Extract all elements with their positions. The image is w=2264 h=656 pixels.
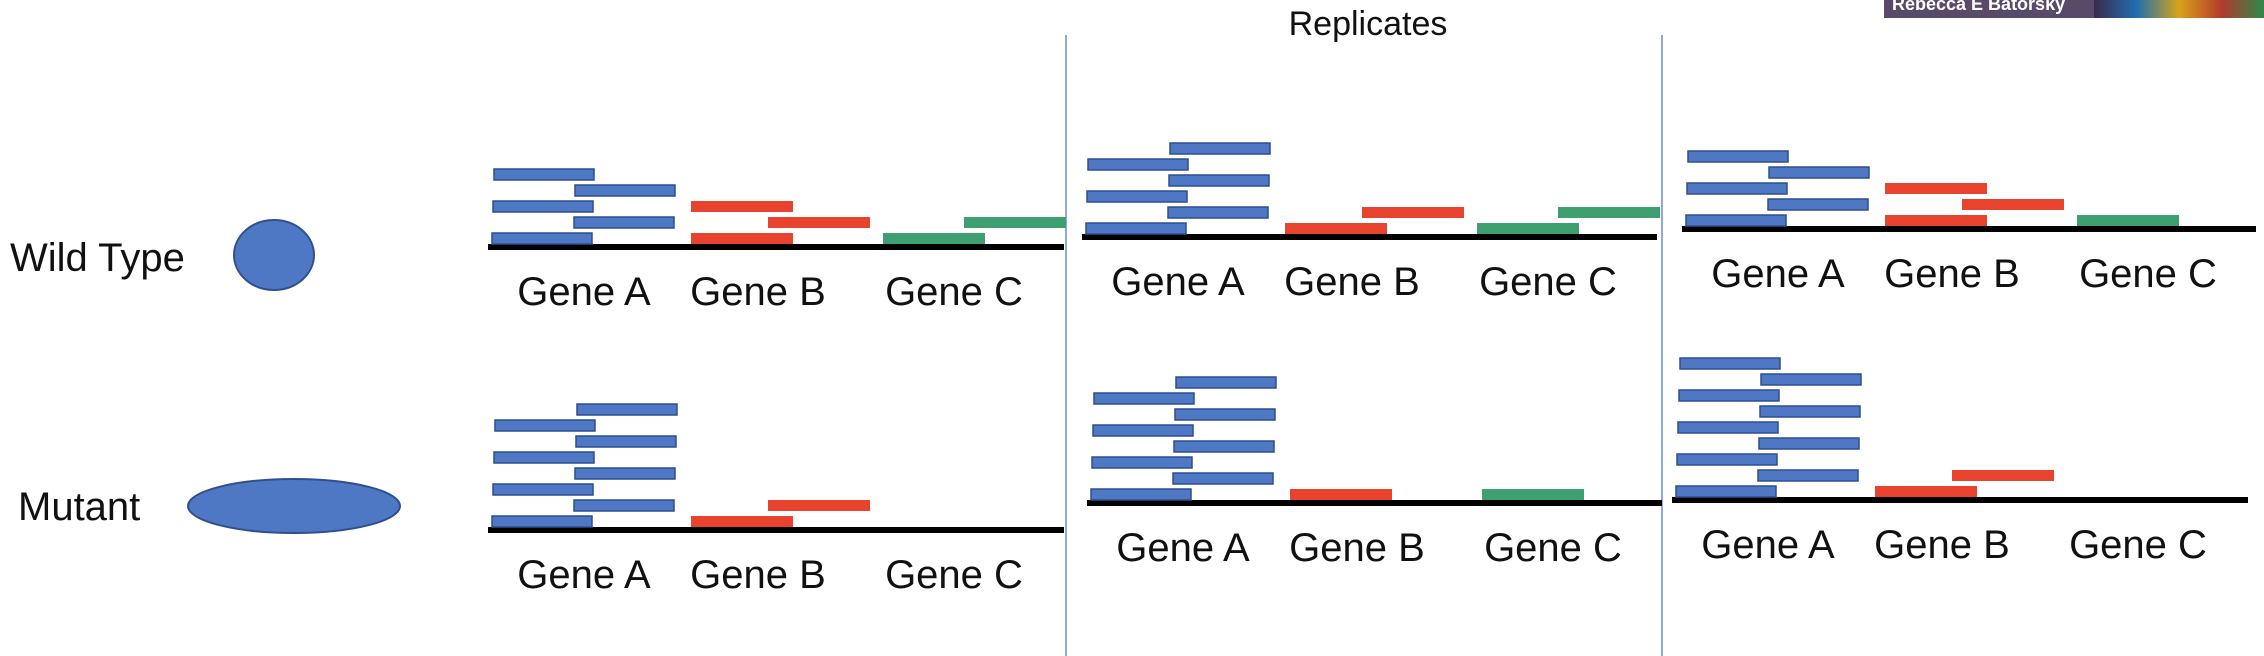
gene-a-read-bar <box>1677 421 1779 434</box>
gene-b-read-bar <box>1290 489 1392 500</box>
replicate-panels: Gene A Gene B Gene C Gene A Gene B Gene C Gene… <box>488 142 2256 597</box>
gene-c-label: Gene C <box>885 553 1023 597</box>
panel-mutant-rep-3: Gene A Gene B Gene C <box>1672 357 2248 567</box>
webcam-thumbnail: Rebecca E Batorsky <box>1884 0 2264 18</box>
gene-b-label: Gene B <box>1874 523 2010 567</box>
gene-a-read-bar <box>1174 408 1276 421</box>
gene-c-label: Gene C <box>2069 523 2207 567</box>
panel-wild-type-rep-2: Gene A Gene B Gene C <box>1082 142 1660 304</box>
gene-a-label: Gene A <box>517 553 651 597</box>
gene-a-read-bar <box>1175 376 1277 389</box>
gene-c-read-bar <box>883 233 985 244</box>
gene-c-label: Gene C <box>2079 252 2217 296</box>
gene-a-label: Gene A <box>1111 260 1245 304</box>
gene-a-read-bar <box>1760 373 1862 386</box>
panel-mutant-rep-2: Gene A Gene B Gene C <box>1087 376 1662 570</box>
gene-a-read-bar <box>1167 206 1269 219</box>
gene-a-read-bar <box>493 168 595 181</box>
gene-c-read-bar <box>1558 207 1660 218</box>
gene-a-read-bar <box>573 499 675 512</box>
gene-b-read-bar <box>691 233 793 244</box>
gene-a-read-bar <box>1686 182 1788 195</box>
gene-a-read-bar <box>1678 389 1780 402</box>
gene-a-read-bar <box>1173 440 1275 453</box>
gene-a-read-bar <box>1092 424 1194 437</box>
gene-b-label: Gene B <box>690 553 826 597</box>
gene-a-read-bar <box>1675 485 1777 498</box>
gene-a-read-bar <box>493 451 595 464</box>
gene-b-label: Gene B <box>1289 526 1425 570</box>
gene-c-read-bar <box>1482 489 1584 500</box>
diagram-title: Replicates <box>1289 5 1448 43</box>
gene-a-read-bar <box>1172 472 1274 485</box>
webcam-name: Rebecca E Batorsky <box>1892 0 2066 14</box>
gene-a-read-bar <box>574 467 676 480</box>
gene-a-label: Gene A <box>517 270 651 314</box>
gene-a-read-bar <box>1768 166 1870 179</box>
gene-a-read-bar <box>491 232 593 245</box>
gene-a-read-bar <box>1676 453 1778 466</box>
gene-a-read-bar <box>1679 357 1781 370</box>
mutant-label: Mutant <box>18 485 140 529</box>
gene-b-read-bar <box>1885 183 1987 194</box>
gene-a-read-bar <box>1168 174 1270 187</box>
gene-a-read-bar <box>1767 198 1869 211</box>
gene-b-read-bar <box>691 201 793 212</box>
gene-b-read-bar <box>1875 486 1977 497</box>
gene-a-read-bar <box>576 403 678 416</box>
wild-type-label: Wild Type <box>10 236 185 280</box>
gene-a-label: Gene A <box>1701 523 1835 567</box>
gene-b-label: Gene B <box>1884 252 2020 296</box>
gene-a-read-bar <box>1759 405 1861 418</box>
gene-a-read-bar <box>575 435 677 448</box>
gene-c-read-bar <box>1477 223 1579 234</box>
gene-b-label: Gene B <box>690 270 826 314</box>
panel-wild-type-rep-3: Gene A Gene B Gene C <box>1682 150 2256 296</box>
gene-a-read-bar <box>492 483 594 496</box>
panel-wild-type-rep-1: Gene A Gene B Gene C <box>488 168 1066 314</box>
gene-b-read-bar <box>1362 207 1464 218</box>
gene-a-read-bar <box>1091 456 1193 469</box>
gene-a-read-bar <box>1685 214 1787 227</box>
gene-a-read-bar <box>1169 142 1271 155</box>
wild-type-cell-icon <box>233 219 315 291</box>
gene-b-read-bar <box>768 217 870 228</box>
panel-mutant-rep-1: Gene A Gene B Gene C <box>488 403 1064 597</box>
gene-a-read-bar <box>573 216 675 229</box>
gene-a-read-bar <box>1093 392 1195 405</box>
gene-a-read-bar <box>492 200 594 213</box>
gene-b-read-bar <box>1962 199 2064 210</box>
gene-a-read-bar <box>1090 488 1192 501</box>
gene-a-read-bar <box>494 419 596 432</box>
gene-b-read-bar <box>691 516 793 527</box>
gene-b-read-bar <box>768 500 870 511</box>
gene-b-read-bar <box>1885 215 1987 226</box>
gene-c-read-bar <box>2077 215 2179 226</box>
gene-c-read-bar <box>964 217 1066 228</box>
gene-a-read-bar <box>491 515 593 528</box>
gene-c-label: Gene C <box>1479 260 1617 304</box>
gene-b-read-bar <box>1285 223 1387 234</box>
gene-a-label: Gene A <box>1116 526 1250 570</box>
gene-b-label: Gene B <box>1284 260 1420 304</box>
gene-c-label: Gene C <box>885 270 1023 314</box>
gene-a-label: Gene A <box>1711 252 1845 296</box>
gene-a-read-bar <box>1085 222 1187 235</box>
gene-a-read-bar <box>574 184 676 197</box>
gene-c-label: Gene C <box>1484 526 1622 570</box>
webcam-video <box>2094 0 2264 18</box>
gene-a-read-bar <box>1757 469 1859 482</box>
gene-b-read-bar <box>1952 470 2054 481</box>
gene-a-read-bar <box>1087 158 1189 171</box>
gene-a-read-bar <box>1758 437 1860 450</box>
mutant-cell-icon <box>187 478 401 534</box>
gene-a-read-bar <box>1687 150 1789 163</box>
gene-a-read-bar <box>1086 190 1188 203</box>
